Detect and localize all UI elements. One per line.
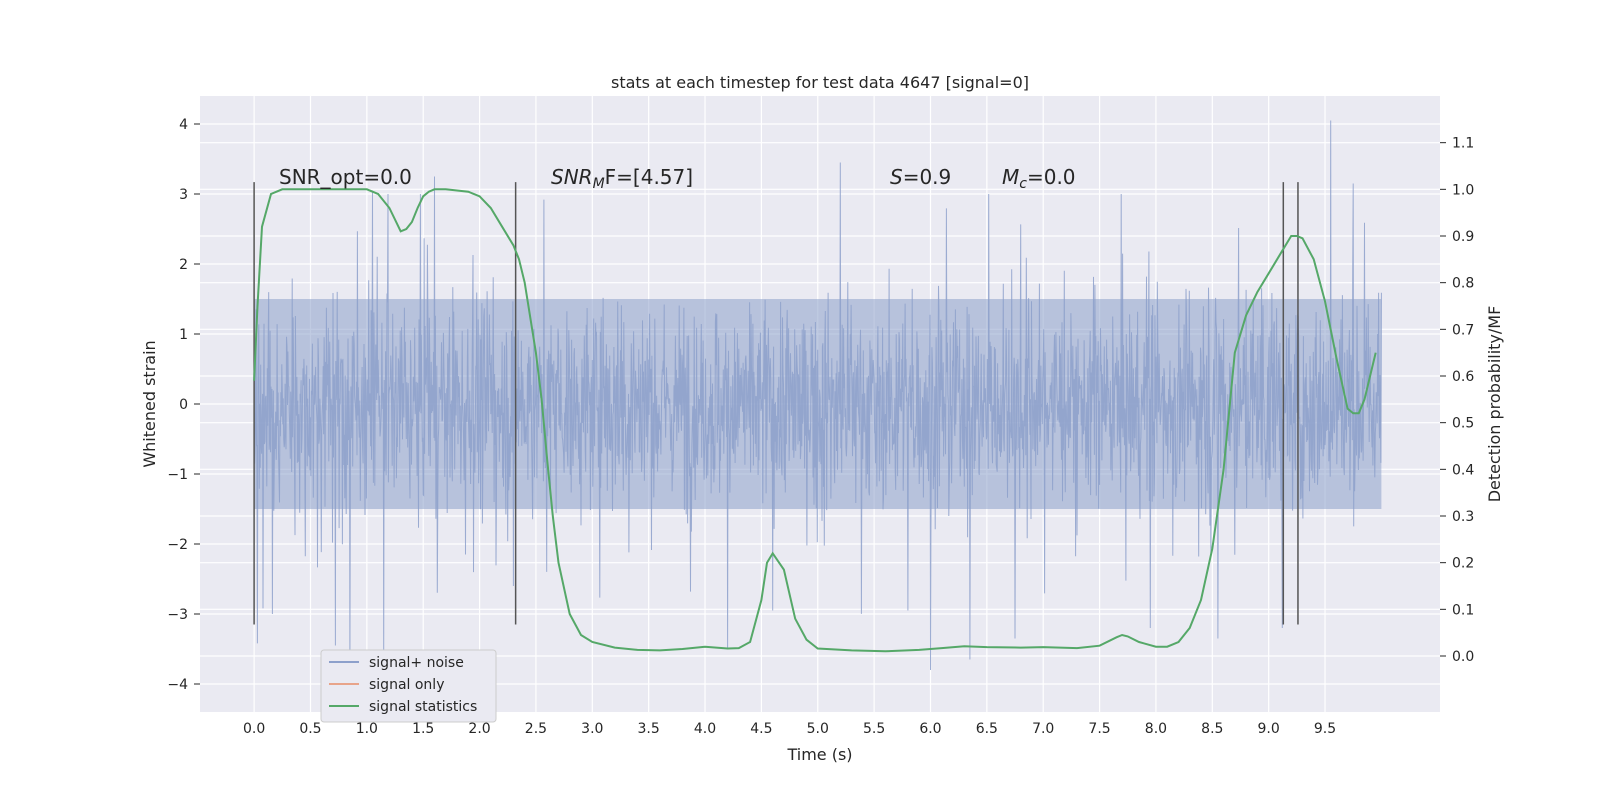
annotation-mc: Mc=0.0 bbox=[1002, 165, 1076, 192]
y-tick-label: 0 bbox=[179, 397, 188, 413]
x-tick-label: 0.5 bbox=[299, 721, 321, 737]
statistics-curve bbox=[253, 188, 1377, 653]
y-tick-label: −1 bbox=[167, 467, 188, 483]
x-tick-label: 6.5 bbox=[976, 721, 998, 737]
y2-tick-label: 0.7 bbox=[1452, 322, 1474, 338]
legend-label-noise: signal+ noise bbox=[369, 655, 464, 671]
noise-core-band bbox=[254, 299, 1382, 509]
y2-tick-label: 0.3 bbox=[1452, 509, 1474, 525]
y-tick-label: 3 bbox=[179, 187, 188, 203]
statistics-series-line bbox=[253, 188, 1377, 653]
y-tick-label: −2 bbox=[167, 537, 188, 553]
noise-trace bbox=[253, 120, 1382, 671]
y2-tick-label: 0.0 bbox=[1452, 649, 1474, 665]
x-tick-labels: 0.0 0.5 1.0 1.5 2.0 2.5 3.0 3.5 4.0 4.5 5.0 5.5 6.0 6… bbox=[243, 721, 1336, 737]
y2-tick-label: 1.0 bbox=[1452, 182, 1474, 198]
x-tick-label: 9.5 bbox=[1314, 721, 1336, 737]
y-tick-label: 4 bbox=[179, 117, 188, 133]
y-axis-label: Whitened strain bbox=[140, 340, 159, 467]
chart-title: stats at each timestep for test data 464… bbox=[611, 73, 1029, 92]
x-tick-label: 4.5 bbox=[750, 721, 772, 737]
annotation-s: S=0.9 bbox=[890, 165, 951, 189]
x-tick-label: 7.5 bbox=[1088, 721, 1110, 737]
x-tick-label: 3.5 bbox=[638, 721, 660, 737]
x-tick-label: 2.5 bbox=[525, 721, 547, 737]
x-tick-label: 3.0 bbox=[581, 721, 603, 737]
annotation-snr-opt: SNR_opt=0.0 bbox=[279, 165, 412, 189]
x-tick-label: 4.0 bbox=[694, 721, 716, 737]
y2-tick-label: 0.9 bbox=[1452, 229, 1474, 245]
y2-tick-label: 0.2 bbox=[1452, 556, 1474, 572]
legend: signal+ noise signal only signal statist… bbox=[320, 649, 497, 723]
y-tick-label: −4 bbox=[167, 677, 188, 693]
y2-tick-label: 1.1 bbox=[1452, 136, 1474, 152]
y2-tick-label: 0.6 bbox=[1452, 369, 1474, 385]
annotation-snr-mf: SNRMF=[4.57] bbox=[551, 165, 693, 192]
y2-tick-label: 0.4 bbox=[1452, 462, 1474, 478]
y-tick-label: −3 bbox=[167, 607, 188, 623]
vertical-markers bbox=[253, 182, 1299, 625]
y-tick-labels: −4 −3 −2 −1 0 1 2 3 4 bbox=[167, 117, 200, 693]
x-tick-label: 7.0 bbox=[1032, 721, 1054, 737]
x-tick-label: 1.5 bbox=[412, 721, 434, 737]
x-tick-label: 0.0 bbox=[243, 721, 265, 737]
y2-tick-labels: 0.0 0.1 0.2 0.3 0.4 0.5 0.6 0.7 0.8 0.9 1.0 1.1 bbox=[1440, 136, 1474, 665]
x-tick-label: 8.5 bbox=[1201, 721, 1223, 737]
legend-label-stats: signal statistics bbox=[369, 699, 477, 715]
y2-tick-label: 0.8 bbox=[1452, 276, 1474, 292]
y2-tick-label: 0.1 bbox=[1452, 602, 1474, 618]
x-tick-label: 1.0 bbox=[356, 721, 378, 737]
y-tick-label: 1 bbox=[179, 327, 188, 343]
x-tick-label: 6.0 bbox=[919, 721, 941, 737]
x-tick-label: 2.0 bbox=[468, 721, 490, 737]
x-axis-label: Time (s) bbox=[786, 745, 852, 764]
y-tick-label: 2 bbox=[179, 257, 188, 273]
legend-label-signal: signal only bbox=[369, 677, 444, 693]
x-tick-label: 5.5 bbox=[863, 721, 885, 737]
x-tick-label: 9.0 bbox=[1258, 721, 1280, 737]
legend-box bbox=[320, 649, 497, 723]
x-tick-label: 5.0 bbox=[807, 721, 829, 737]
x-tick-label: 8.0 bbox=[1145, 721, 1167, 737]
y2-tick-label: 0.5 bbox=[1452, 416, 1474, 432]
y2-axis-label: Detection probability/MF bbox=[1485, 306, 1504, 503]
